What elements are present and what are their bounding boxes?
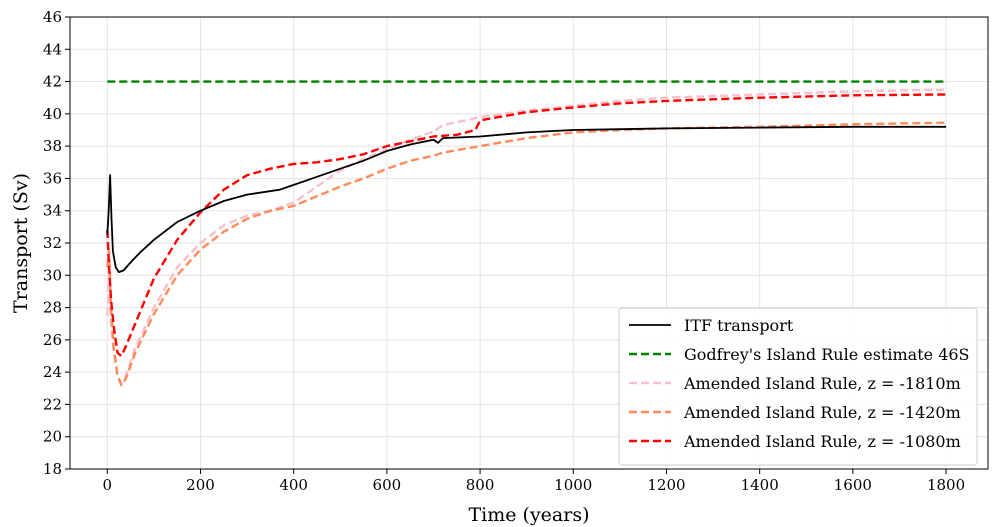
y-tick-label: 34	[43, 202, 62, 220]
series-line-4	[106, 93, 947, 358]
y-tick-label: 28	[43, 299, 62, 317]
series-lines	[106, 80, 947, 387]
y-tick-label: 32	[43, 234, 62, 252]
legend-label-3: Amended Island Rule, z = -1420m	[683, 403, 961, 422]
x-tick-label: 1000	[554, 476, 592, 494]
y-tick-label: 18	[43, 460, 62, 478]
series-line-0	[106, 125, 947, 273]
y-tick-label: 40	[43, 105, 62, 123]
legend-label-2: Amended Island Rule, z = -1810m	[683, 374, 961, 393]
x-axis-title: Time (years)	[468, 504, 589, 526]
y-tick-label: 26	[43, 331, 62, 349]
legend-label-1: Godfrey's Island Rule estimate 46S	[684, 345, 970, 364]
y-tick-label: 24	[43, 363, 62, 381]
legend-box	[618, 307, 978, 466]
x-tick-label: 1400	[741, 476, 779, 494]
x-tick-label: 800	[466, 476, 495, 494]
x-tick-label: 1200	[647, 476, 685, 494]
y-tick-label: 42	[43, 73, 62, 91]
x-tick-label: 1600	[834, 476, 872, 494]
y-tick-label: 30	[43, 266, 62, 284]
y-tick-label: 36	[43, 169, 62, 187]
x-tick-label: 400	[279, 476, 308, 494]
y-axis-title: Transport (Sv)	[10, 173, 32, 313]
axis-ticks: 0 200 400 600 800 1000 1200 1400 1600 1800 18 20 22 2…	[43, 8, 965, 494]
y-tick-label: 46	[43, 8, 62, 26]
x-tick-label: 200	[186, 476, 215, 494]
y-tick-label: 38	[43, 137, 62, 155]
y-tick-label: 20	[43, 428, 62, 446]
legend-items: ITF transport Godfrey's Island Rule estim…	[629, 316, 970, 451]
y-tick-label: 44	[43, 40, 62, 58]
x-tick-label: 600	[373, 476, 402, 494]
series-line-3	[106, 121, 947, 387]
legend: ITF transport Godfrey's Island Rule estim…	[618, 307, 978, 466]
x-tick-label: 0	[103, 476, 113, 494]
legend-label-4: Amended Island Rule, z = -1080m	[683, 432, 961, 451]
legend-label-0: ITF transport	[684, 316, 794, 335]
x-tick-label: 1800	[927, 476, 965, 494]
y-tick-label: 22	[43, 395, 62, 413]
